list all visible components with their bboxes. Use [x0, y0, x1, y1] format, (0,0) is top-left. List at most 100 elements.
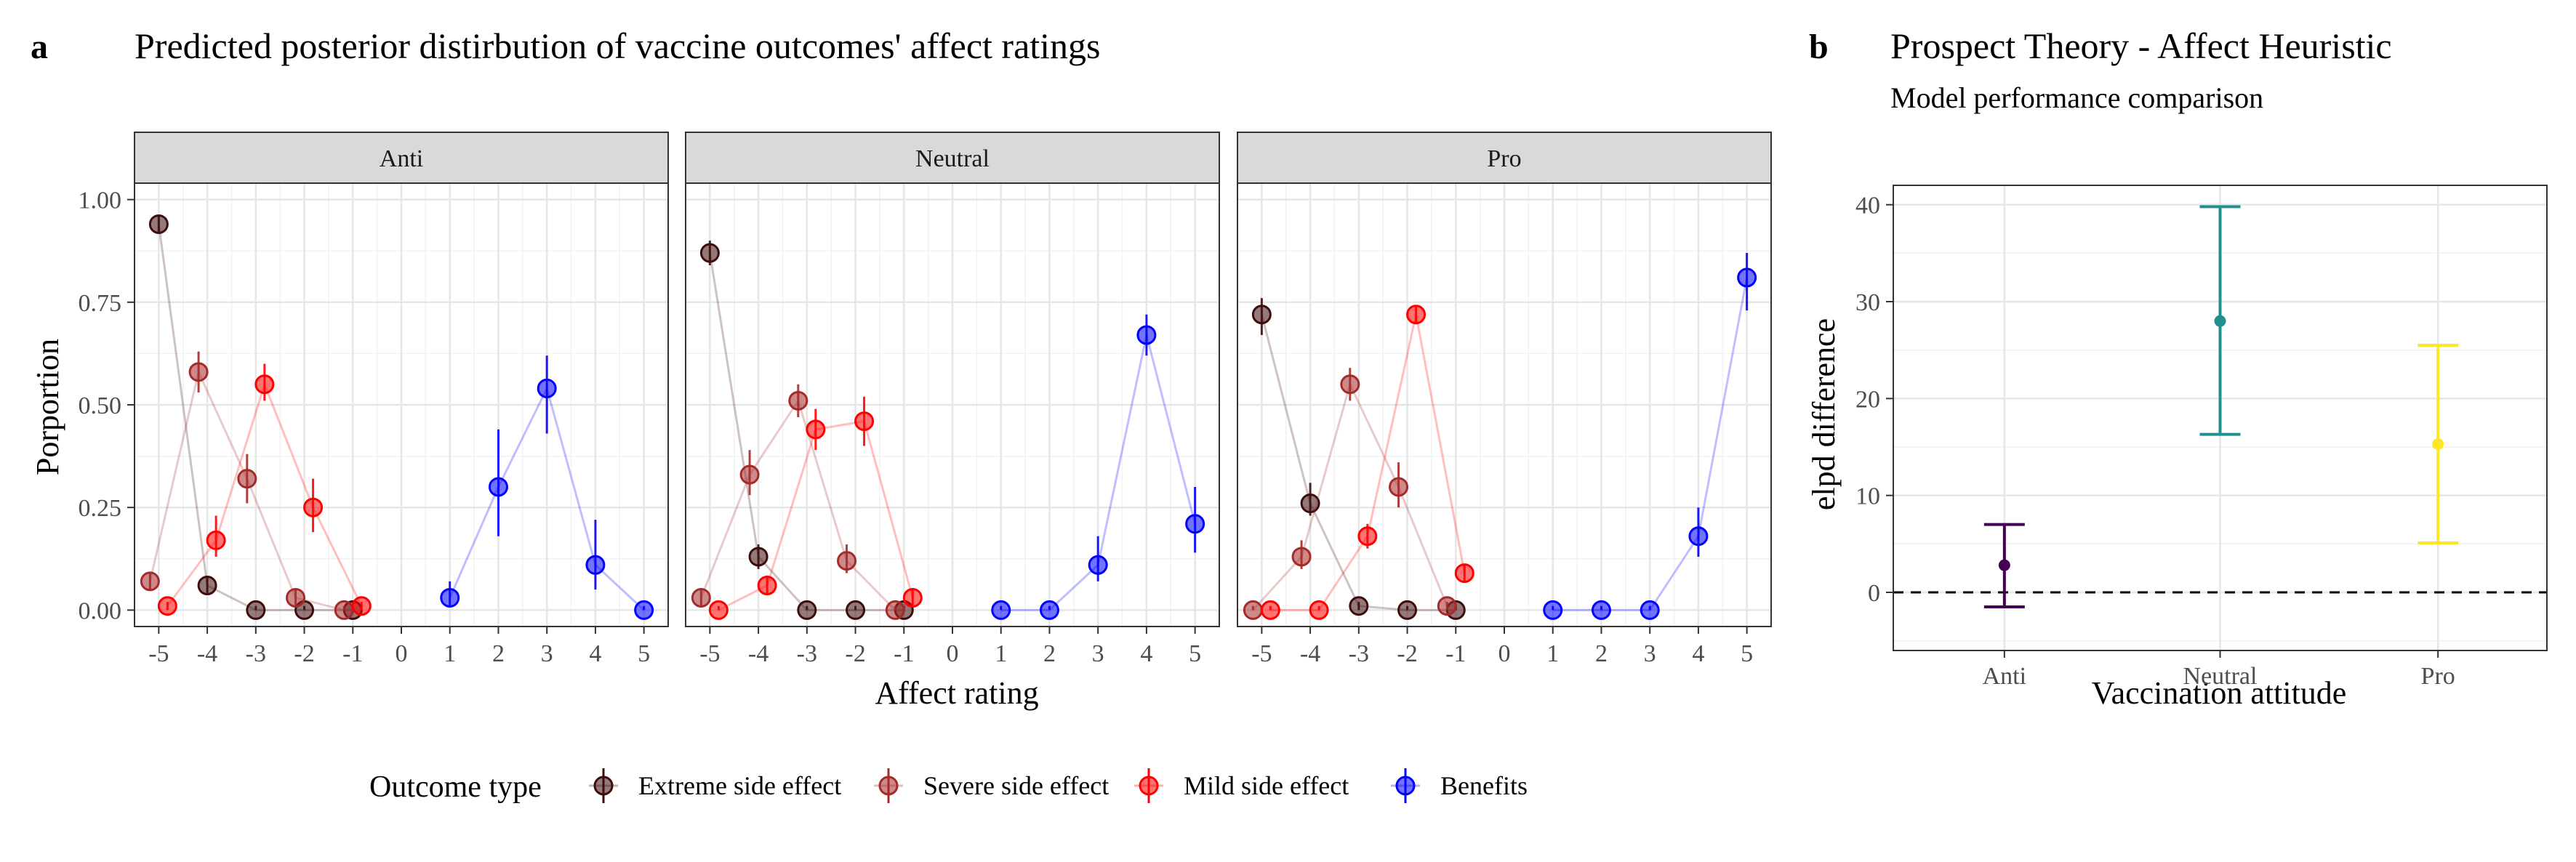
facet-strip-label: Neutral	[915, 145, 990, 172]
x-tick-label: -5	[148, 640, 169, 667]
y-tick-label: 1.00	[79, 188, 122, 214]
legend-item-benefits: Benefits	[1391, 768, 1528, 803]
legend-item-label: Mild side effect	[1184, 771, 1349, 800]
x-tick-label: -2	[294, 640, 314, 667]
series-extreme-side-effect	[1251, 298, 1466, 620]
data-point	[488, 477, 508, 497]
panel-a-title: Predicted posterior distirbution of vacc…	[135, 25, 1101, 66]
panel-b-ylabel: elpd difference	[1806, 318, 1842, 510]
x-tick-label: -4	[1300, 640, 1320, 667]
data-point	[1340, 374, 1360, 395]
facet-strip-label: Pro	[1487, 145, 1521, 172]
data-point	[788, 390, 808, 411]
x-tick-label: 0	[1498, 640, 1511, 667]
data-point	[1349, 596, 1369, 616]
facet-anti: Anti -5 -4 -3 -2 -1 0 1 2 3 4 5	[134, 132, 669, 667]
x-tick-label: -2	[845, 640, 865, 667]
data-point	[1251, 305, 1272, 325]
x-tick-label: 2	[492, 640, 505, 667]
data-point	[537, 378, 557, 398]
legend-item-extreme-side-effect: Extreme side effect	[589, 768, 841, 803]
data-point	[188, 362, 209, 382]
data-point	[1397, 600, 1418, 620]
legend-item-label: Severe side effect	[923, 771, 1109, 800]
data-point	[286, 587, 306, 608]
x-tick-label: -1	[894, 640, 914, 667]
legend: Outcome type Extreme side effect Severe s…	[369, 768, 1528, 804]
data-point	[1357, 526, 1378, 547]
y-tick-label: 30	[1855, 289, 1880, 316]
x-tick-label: Neutral	[2183, 663, 2258, 690]
data-point	[440, 587, 460, 608]
series-severe-side-effect	[140, 351, 354, 620]
facets-layer: Anti -5 -4 -3 -2 -1 0 1 2 3 4 5 Neutral -5 -4 -3 -2 -1 0 1 2…	[79, 132, 1772, 667]
data-point	[1088, 555, 1108, 575]
data-point	[157, 596, 177, 616]
facet-neutral: Neutral -5 -4 -3 -2 -1 0 1 2 3 4 5	[685, 132, 1220, 667]
data-point	[1640, 600, 1660, 620]
data-point	[757, 576, 777, 596]
series-benefits	[991, 314, 1205, 620]
series-mild-side-effect	[708, 396, 923, 620]
facet-pro: Pro -5 -4 -3 -2 -1 0 1 2 3 4 5	[1237, 132, 1772, 667]
y-tick-label: 0.75	[79, 290, 122, 317]
x-tick-label: 1	[1546, 640, 1559, 667]
legend-key-point	[878, 776, 899, 796]
x-tick-label: -4	[748, 640, 769, 667]
x-tick-label: -2	[1397, 640, 1417, 667]
y-tick-label: 10	[1855, 483, 1880, 510]
data-point	[1591, 600, 1611, 620]
data-point	[902, 587, 923, 608]
x-tick-label: 1	[444, 640, 456, 667]
x-tick-label: 4	[589, 640, 601, 667]
data-point	[1737, 267, 1757, 288]
facet-border	[1237, 182, 1772, 627]
data-point	[1437, 596, 1457, 616]
series-benefits	[440, 355, 654, 620]
x-tick-label: -4	[197, 640, 217, 667]
data-point	[1406, 305, 1427, 325]
data-point	[1291, 547, 1312, 567]
y-tick-label: 0.00	[79, 597, 122, 624]
data-point	[846, 600, 866, 620]
x-tick-label: -5	[699, 640, 720, 667]
data-point	[699, 243, 720, 263]
x-tick-label: 3	[541, 640, 553, 667]
y-tick-label: 20	[1855, 386, 1880, 413]
x-tick-label: 2	[1043, 640, 1056, 667]
data-point	[634, 600, 654, 620]
series-severe-side-effect	[1243, 368, 1457, 620]
data-point	[1454, 563, 1474, 584]
data-point	[351, 596, 372, 616]
data-point	[303, 497, 324, 517]
data-point	[1243, 600, 1263, 620]
data-point	[334, 600, 354, 620]
x-tick-label: 3	[1644, 640, 1656, 667]
x-tick-label: -1	[342, 640, 363, 667]
x-tick-label: 2	[1595, 640, 1608, 667]
x-tick-label: 0	[396, 640, 408, 667]
facet-border	[685, 182, 1220, 627]
data-point	[1389, 477, 1409, 497]
x-tick-label: -1	[1445, 640, 1466, 667]
legend-key-point	[593, 776, 614, 796]
panel-b-title: Prospect Theory - Affect Heuristic	[1890, 25, 2392, 66]
legend-item-label: Benefits	[1440, 771, 1528, 800]
data-point	[748, 547, 769, 567]
series-severe-side-effect	[691, 384, 905, 620]
data-point	[854, 411, 875, 432]
data-point	[1136, 325, 1157, 345]
y-tick-label: 0.25	[79, 495, 122, 522]
facet-strip	[1237, 132, 1772, 184]
x-tick-label: -3	[246, 640, 266, 667]
data-point	[2214, 315, 2226, 327]
x-tick-label: 4	[1140, 640, 1152, 667]
data-point	[585, 555, 606, 575]
series-mild-side-effect	[1260, 305, 1474, 620]
x-tick-label: 5	[1189, 640, 1201, 667]
data-point	[2432, 438, 2444, 450]
legend-item-mild-side-effect: Mild side effect	[1134, 768, 1349, 803]
data-point	[1185, 514, 1205, 534]
